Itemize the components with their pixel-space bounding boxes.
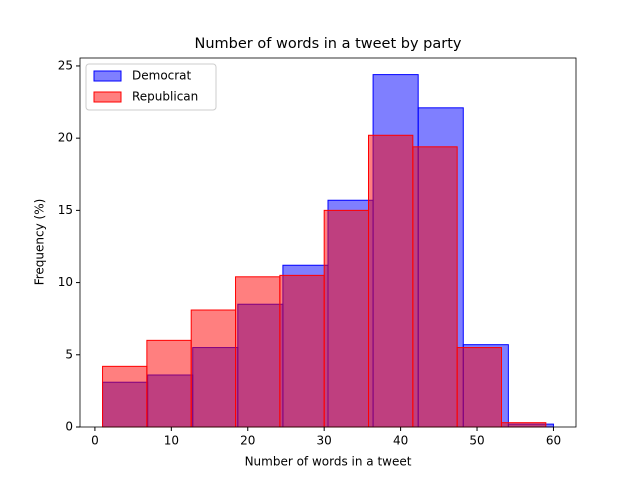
legend-label: Republican: [132, 90, 198, 104]
x-tick-label: 30: [317, 434, 332, 448]
histogram-bar: [500, 422, 547, 428]
histogram-bar: [146, 339, 192, 428]
histogram-bar: [412, 146, 458, 428]
x-tick-label: 0: [91, 434, 99, 448]
legend-swatch: [93, 70, 122, 82]
histogram-bar: [323, 209, 370, 428]
legend-label: Democrat: [132, 69, 192, 83]
y-tick-label: 25: [58, 58, 73, 72]
y-tick-label: 20: [58, 131, 73, 145]
plot-frame: [79, 57, 577, 428]
histogram-bar: [235, 276, 281, 428]
chart-title: Number of words in a tweet by party: [195, 36, 462, 52]
x-tick-label: 50: [469, 434, 484, 448]
y-tick-label: 5: [65, 347, 73, 361]
y-tick-label: 15: [58, 203, 73, 217]
histogram-bar: [190, 309, 237, 428]
histogram-bar: [368, 134, 414, 428]
y-axis-label: Frequency (%): [33, 199, 47, 286]
histogram-bar: [102, 365, 148, 428]
legend-swatch: [93, 91, 122, 103]
x-tick-label: 20: [240, 434, 255, 448]
x-tick-label: 40: [393, 434, 408, 448]
y-tick-label: 10: [58, 275, 73, 289]
x-tick-label: 10: [164, 434, 179, 448]
y-tick-label: 0: [65, 420, 73, 434]
histogram-bar: [456, 347, 502, 428]
histogram-bar: [279, 274, 325, 428]
x-tick-label: 60: [546, 434, 561, 448]
x-axis-label: Number of words in a tweet: [245, 455, 412, 469]
